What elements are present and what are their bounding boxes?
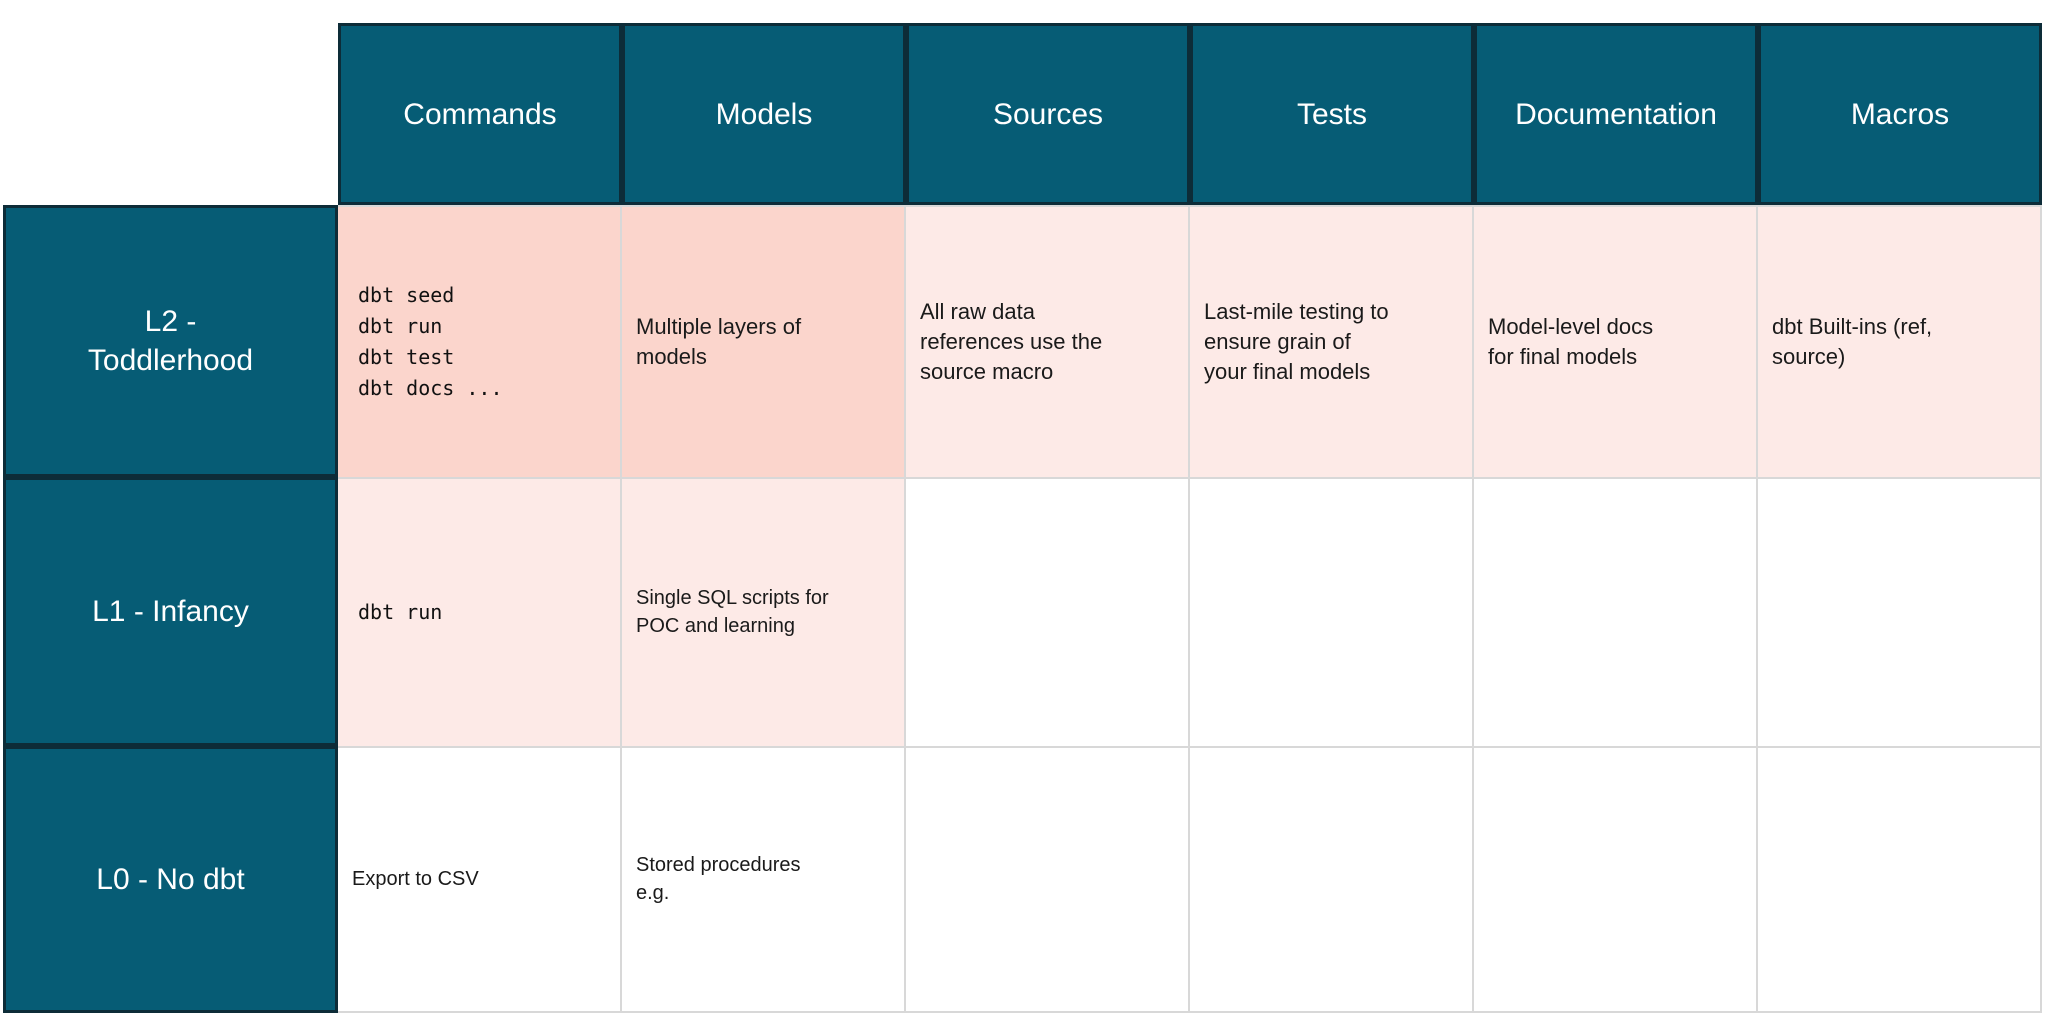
cell-l1-macros [1758,477,2042,746]
cell-l1-documentation [1474,477,1758,746]
column-header-sources: Sources [906,23,1190,205]
row-label-l2-toddlerhood: L2 - Toddlerhood [3,205,338,477]
cell-l2-documentation: Model-level docs for final models [1474,205,1758,477]
cell-l0-tests [1190,746,1474,1013]
cell-l2-commands: dbt seed dbt run dbt test dbt docs ... [338,205,622,477]
column-header-tests: Tests [1190,23,1474,205]
cell-l2-tests: Last-mile testing to ensure grain of you… [1190,205,1474,477]
cell-l1-sources [906,477,1190,746]
cell-l0-models: Stored procedures e.g. [622,746,906,1013]
column-header-macros: Macros [1758,23,2042,205]
corner-spacer [3,23,338,205]
row-label-l1-infancy: L1 - Infancy [3,477,338,746]
cell-l0-macros [1758,746,2042,1013]
cell-l0-documentation [1474,746,1758,1013]
column-header-models: Models [622,23,906,205]
row-label-l0-no-dbt: L0 - No dbt [3,746,338,1013]
cell-l1-commands: dbt run [338,477,622,746]
cell-l0-commands: Export to CSV [338,746,622,1013]
cell-l2-macros: dbt Built-ins (ref, source) [1758,205,2042,477]
maturity-matrix-table: Commands Models Sources Tests Documentat… [3,23,2042,1013]
column-header-documentation: Documentation [1474,23,1758,205]
cell-l0-sources [906,746,1190,1013]
cell-l2-sources: All raw data references use the source m… [906,205,1190,477]
cell-l1-tests [1190,477,1474,746]
cell-l1-models: Single SQL scripts for POC and learning [622,477,906,746]
column-header-commands: Commands [338,23,622,205]
cell-l2-models: Multiple layers of models [622,205,906,477]
